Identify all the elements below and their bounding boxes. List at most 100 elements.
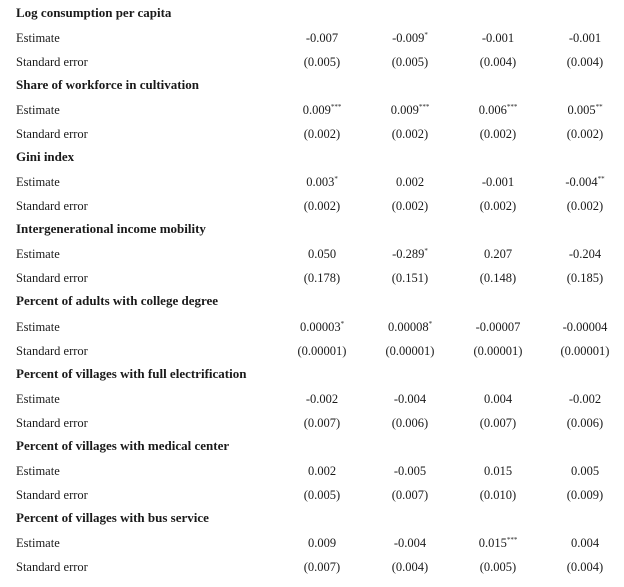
standard-error-cell: (0.005) — [391, 55, 429, 69]
row-label-standard-error: Standard error — [16, 199, 88, 213]
row-label-estimate: Estimate — [16, 320, 60, 334]
row-label-standard-error: Standard error — [16, 560, 88, 574]
standard-error-cell: (0.00001) — [385, 344, 435, 358]
estimate-cell: -0.204 — [568, 247, 602, 261]
section-title: Percent of villages with medical center — [16, 438, 230, 453]
estimate-cell: -0.001 — [568, 31, 602, 45]
significance-stars: * — [334, 175, 338, 183]
standard-error-cell: (0.004) — [391, 560, 429, 574]
section-header: Percent of villages with bus service — [0, 507, 624, 531]
estimate-row: Estimate 0.003* 0.002 -0.001 -0.004** — [0, 170, 624, 194]
estimate-row: Estimate -0.002 -0.004 0.004 -0.002 — [0, 387, 624, 411]
estimate-cell: 0.009 — [307, 536, 337, 550]
estimate-cell: -0.289* — [392, 247, 428, 261]
estimate-cell: 0.005 — [570, 464, 600, 478]
row-label-standard-error: Standard error — [16, 488, 88, 502]
standard-error-cell: (0.010) — [479, 488, 517, 502]
estimate-cell: -0.004 — [393, 536, 427, 550]
estimate-cell: -0.001 — [481, 31, 515, 45]
estimate-cell: 0.004 — [483, 392, 513, 406]
section-header: Share of workforce in cultivation — [0, 74, 624, 98]
standard-error-cell: (0.005) — [303, 55, 341, 69]
standard-error-cell: (0.002) — [303, 199, 341, 213]
standard-error-cell: (0.007) — [391, 488, 429, 502]
estimate-cell: 0.015*** — [478, 536, 518, 550]
estimate-cell: 0.002 — [395, 175, 425, 189]
estimate-cell: -0.007 — [305, 31, 339, 45]
standard-error-cell: (0.002) — [566, 127, 604, 141]
row-label-standard-error: Standard error — [16, 127, 88, 141]
standard-error-row: Standard error (0.007) (0.006) (0.007) (… — [0, 411, 624, 435]
standard-error-row: Standard error (0.00001) (0.00001) (0.00… — [0, 339, 624, 363]
significance-stars: * — [424, 31, 428, 39]
section-header: Percent of adults with college degree — [0, 290, 624, 314]
section-title: Intergenerational income mobility — [16, 221, 206, 236]
row-label-standard-error: Standard error — [16, 271, 88, 285]
estimate-row: Estimate 0.009 -0.004 0.015*** 0.004 — [0, 531, 624, 555]
standard-error-cell: (0.002) — [303, 127, 341, 141]
section-header: Gini index — [0, 146, 624, 170]
standard-error-cell: (0.151) — [391, 271, 429, 285]
row-label-estimate: Estimate — [16, 103, 60, 117]
estimate-cell: 0.00008* — [387, 320, 433, 334]
significance-stars: ** — [595, 103, 603, 111]
standard-error-cell: (0.006) — [391, 416, 429, 430]
significance-stars: ** — [597, 175, 605, 183]
row-label-standard-error: Standard error — [16, 55, 88, 69]
estimate-cell: -0.001 — [481, 175, 515, 189]
estimate-cell: 0.002 — [307, 464, 337, 478]
estimate-cell: -0.00004 — [562, 320, 608, 334]
standard-error-cell: (0.002) — [566, 199, 604, 213]
standard-error-cell: (0.005) — [479, 560, 517, 574]
row-label-estimate: Estimate — [16, 31, 60, 45]
section-title: Percent of villages with full electrific… — [16, 366, 247, 381]
estimate-cell: 0.009*** — [302, 103, 342, 117]
estimate-row: Estimate 0.002 -0.005 0.015 0.005 — [0, 459, 624, 483]
section-title: Percent of villages with bus service — [16, 510, 209, 525]
row-label-estimate: Estimate — [16, 175, 60, 189]
estimate-cell: 0.00003* — [299, 320, 345, 334]
standard-error-row: Standard error (0.002) (0.002) (0.002) (… — [0, 122, 624, 146]
standard-error-cell: (0.007) — [303, 560, 341, 574]
standard-error-cell: (0.178) — [303, 271, 341, 285]
estimate-cell: -0.00007 — [475, 320, 521, 334]
estimate-cell: 0.006*** — [478, 103, 518, 117]
significance-stars: * — [424, 247, 428, 255]
standard-error-row: Standard error (0.007) (0.004) (0.005) (… — [0, 555, 624, 579]
significance-stars: *** — [506, 103, 518, 111]
significance-stars: * — [428, 320, 433, 328]
standard-error-cell: (0.004) — [566, 55, 604, 69]
estimate-cell: 0.050 — [307, 247, 337, 261]
estimate-cell: 0.207 — [483, 247, 513, 261]
estimate-cell: 0.003* — [306, 175, 338, 189]
estimate-cell: -0.005 — [393, 464, 427, 478]
section-title: Gini index — [16, 149, 75, 164]
standard-error-cell: (0.004) — [566, 560, 604, 574]
standard-error-cell: (0.00001) — [297, 344, 347, 358]
section-title: Share of workforce in cultivation — [16, 77, 199, 92]
standard-error-cell: (0.002) — [391, 199, 429, 213]
standard-error-cell: (0.002) — [479, 199, 517, 213]
significance-stars: *** — [330, 103, 342, 111]
standard-error-row: Standard error (0.005) (0.007) (0.010) (… — [0, 483, 624, 507]
estimate-cell: 0.015 — [483, 464, 513, 478]
row-label-estimate: Estimate — [16, 247, 60, 261]
standard-error-cell: (0.004) — [479, 55, 517, 69]
section-header: Percent of villages with full electrific… — [0, 363, 624, 387]
section-header: Percent of villages with medical center — [0, 435, 624, 459]
row-label-standard-error: Standard error — [16, 416, 88, 430]
section-title: Percent of adults with college degree — [16, 293, 219, 308]
estimate-row: Estimate -0.007 -0.009* -0.001 -0.001 — [0, 26, 624, 50]
estimate-cell: -0.004** — [565, 175, 605, 189]
estimate-cell: 0.004 — [570, 536, 600, 550]
section-header: Intergenerational income mobility — [0, 218, 624, 242]
standard-error-row: Standard error (0.002) (0.002) (0.002) (… — [0, 194, 624, 218]
standard-error-cell: (0.148) — [479, 271, 517, 285]
standard-error-cell: (0.185) — [566, 271, 604, 285]
row-label-estimate: Estimate — [16, 392, 60, 406]
standard-error-row: Standard error (0.005) (0.005) (0.004) (… — [0, 50, 624, 74]
standard-error-cell: (0.002) — [391, 127, 429, 141]
row-label-estimate: Estimate — [16, 464, 60, 478]
estimate-cell: 0.009*** — [390, 103, 430, 117]
